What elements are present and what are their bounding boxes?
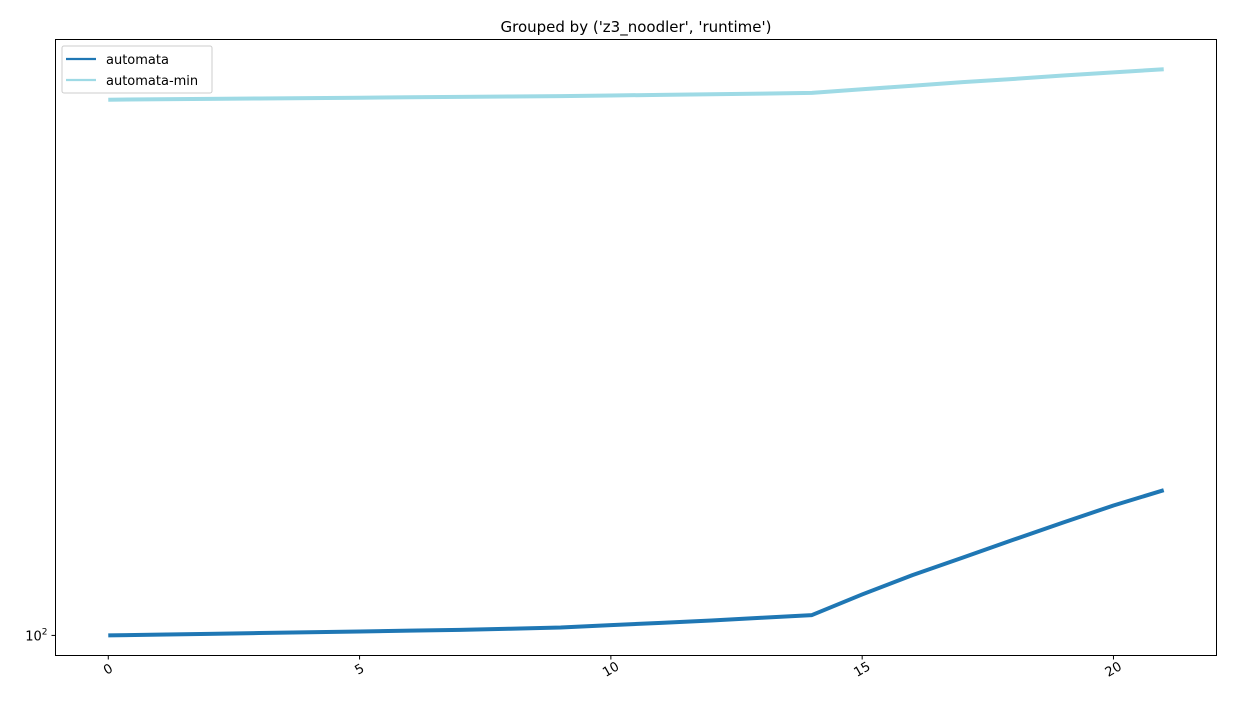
legend-label-1: automata <box>106 53 169 68</box>
legend: automata automata-min <box>61 45 213 94</box>
x-tick-label: 0 <box>101 661 116 678</box>
axes-frame <box>55 39 1217 656</box>
legend-box <box>61 45 213 94</box>
y-tick-label: 102 <box>25 627 47 644</box>
plot-area <box>108 67 1165 638</box>
y-axis: 102 <box>25 627 56 644</box>
x-tick-label: 20 <box>1103 659 1125 680</box>
series-line-1 <box>108 488 1165 638</box>
series-line-2 <box>108 67 1164 102</box>
x-tick-label: 5 <box>352 661 367 678</box>
legend-label-2: automata-min <box>106 74 198 89</box>
x-tick-label: 15 <box>852 659 874 680</box>
x-tick-label: 10 <box>600 659 622 680</box>
x-axis: 0 5 10 15 20 <box>101 655 1125 681</box>
chart-title: Grouped by ('z3_noodler', 'runtime') <box>500 18 771 37</box>
